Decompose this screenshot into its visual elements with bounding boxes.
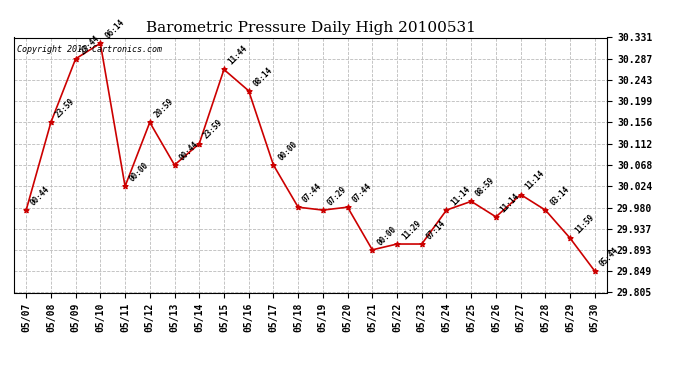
Text: 07:44: 07:44 bbox=[301, 182, 324, 204]
Point bbox=[169, 162, 180, 168]
Text: 07:29: 07:29 bbox=[326, 184, 348, 207]
Point bbox=[144, 119, 155, 125]
Text: 08:59: 08:59 bbox=[474, 176, 497, 199]
Text: Copyright 2010 Cartronics.com: Copyright 2010 Cartronics.com bbox=[17, 45, 161, 54]
Point bbox=[317, 207, 328, 213]
Title: Barometric Pressure Daily High 20100531: Barometric Pressure Daily High 20100531 bbox=[146, 21, 475, 35]
Text: 00:44: 00:44 bbox=[29, 184, 52, 207]
Text: 00:00: 00:00 bbox=[128, 161, 150, 183]
Point bbox=[119, 183, 130, 189]
Point bbox=[194, 141, 205, 147]
Text: 11:14: 11:14 bbox=[449, 184, 472, 207]
Point bbox=[391, 241, 402, 247]
Text: 23:59: 23:59 bbox=[54, 97, 77, 120]
Point bbox=[219, 66, 230, 72]
Point bbox=[70, 56, 81, 62]
Point bbox=[21, 207, 32, 213]
Text: 11:59: 11:59 bbox=[573, 213, 595, 236]
Point bbox=[367, 247, 378, 253]
Text: 00:00: 00:00 bbox=[375, 224, 398, 247]
Text: 23:59: 23:59 bbox=[202, 118, 225, 141]
Text: 11:29: 11:29 bbox=[400, 219, 422, 241]
Point bbox=[441, 207, 452, 213]
Text: 07:14: 07:14 bbox=[424, 219, 447, 241]
Point bbox=[95, 40, 106, 46]
Text: 20:59: 20:59 bbox=[152, 97, 175, 120]
Point bbox=[342, 204, 353, 210]
Text: 00:44: 00:44 bbox=[177, 140, 200, 162]
Point bbox=[466, 198, 477, 204]
Point bbox=[243, 88, 254, 94]
Point bbox=[416, 241, 427, 247]
Point bbox=[268, 162, 279, 168]
Point bbox=[515, 192, 526, 198]
Text: 07:44: 07:44 bbox=[351, 182, 373, 204]
Point bbox=[293, 204, 304, 210]
Point bbox=[491, 214, 502, 220]
Text: 03:14: 03:14 bbox=[548, 184, 571, 207]
Text: 23:44: 23:44 bbox=[79, 33, 101, 56]
Text: 08:14: 08:14 bbox=[251, 65, 274, 88]
Point bbox=[564, 235, 575, 241]
Text: 11:14: 11:14 bbox=[499, 191, 522, 214]
Text: 11:44: 11:44 bbox=[227, 44, 250, 67]
Text: 00:00: 00:00 bbox=[276, 140, 299, 162]
Text: 05:44: 05:44 bbox=[598, 246, 620, 268]
Text: 11:14: 11:14 bbox=[524, 169, 546, 192]
Point bbox=[589, 268, 600, 274]
Point bbox=[540, 207, 551, 213]
Point bbox=[46, 119, 57, 125]
Text: 06:14: 06:14 bbox=[103, 18, 126, 40]
